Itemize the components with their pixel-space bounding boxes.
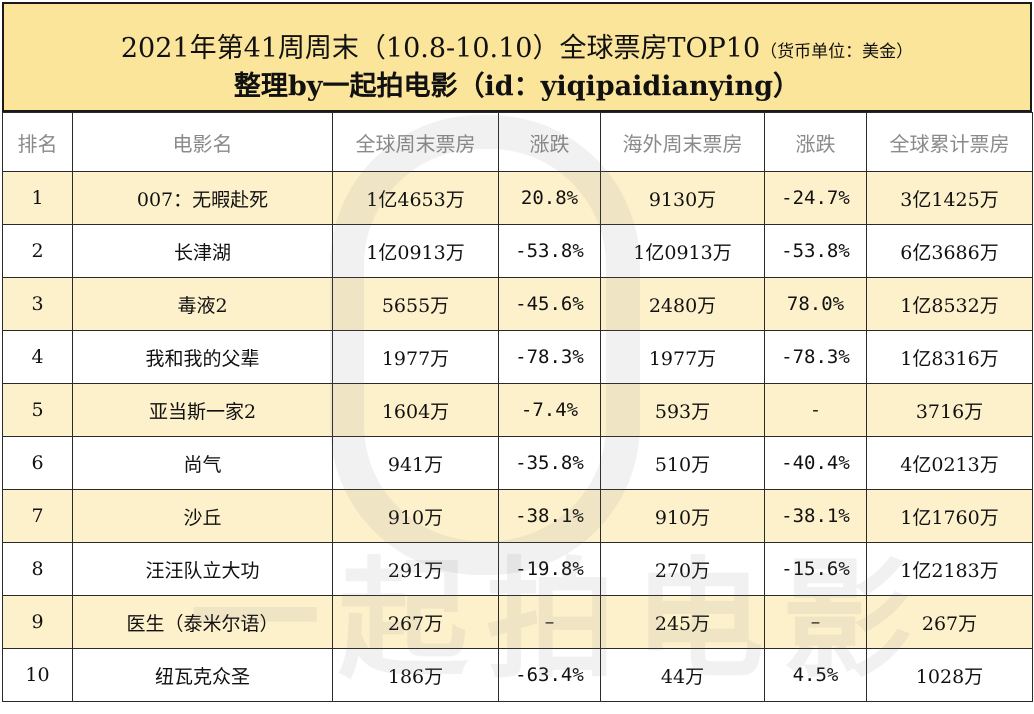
- cumulative-cell: 1亿2183万: [866, 542, 1033, 596]
- global-weekend-cell: 291万: [332, 542, 499, 596]
- table-row: 10 纽瓦克众圣 186万 -63.4% 44万 4.5% 1028万: [2, 648, 1033, 702]
- table-header-row: 排名 电影名 全球周末票房 涨跌 海外周末票房 涨跌 全球累计票房: [2, 112, 1033, 172]
- global-weekend-cell: 1亿4653万: [332, 171, 499, 225]
- global-change-cell: –: [498, 595, 601, 649]
- global-change-cell: -19.8%: [498, 542, 601, 596]
- rank-cell: 7: [2, 489, 73, 543]
- title-cell: 汪汪队立大功: [72, 542, 333, 596]
- overseas-change-cell: -40.4%: [764, 436, 867, 490]
- page-title: 2021年第41周周末（10.8-10.10）全球票房TOP10（货币单位：美金…: [4, 26, 1030, 65]
- overseas-change-cell: 78.0%: [764, 277, 867, 331]
- cumulative-cell: 3亿1425万: [866, 171, 1033, 225]
- column-header-rank: 排名: [2, 112, 73, 172]
- overseas-weekend-cell: 910万: [600, 489, 765, 543]
- global-weekend-cell: 941万: [332, 436, 499, 490]
- table-row: 3 毒液2 5655万 -45.6% 2480万 78.0% 1亿8532万: [2, 277, 1033, 331]
- cumulative-cell: 4亿0213万: [866, 436, 1033, 490]
- overseas-weekend-cell: 593万: [600, 383, 765, 437]
- column-header-title: 电影名: [72, 112, 333, 172]
- rank-cell: 2: [2, 224, 73, 278]
- rank-cell: 6: [2, 436, 73, 490]
- overseas-weekend-cell: 2480万: [600, 277, 765, 331]
- cumulative-cell: 3716万: [866, 383, 1033, 437]
- column-header-global-change: 涨跌: [498, 112, 601, 172]
- global-change-cell: -7.4%: [498, 383, 601, 437]
- global-change-cell: -45.6%: [498, 277, 601, 331]
- global-change-cell: 20.8%: [498, 171, 601, 225]
- global-change-cell: -38.1%: [498, 489, 601, 543]
- global-weekend-cell: 910万: [332, 489, 499, 543]
- table-row: 6 尚气 941万 -35.8% 510万 -40.4% 4亿0213万: [2, 436, 1033, 490]
- table-row: 5 亚当斯一家2 1604万 -7.4% 593万 - 3716万: [2, 383, 1033, 437]
- title-cell: 亚当斯一家2: [72, 383, 333, 437]
- table-row: 7 沙丘 910万 -38.1% 910万 -38.1% 1亿1760万: [2, 489, 1033, 543]
- cumulative-cell: 1亿8532万: [866, 277, 1033, 331]
- cumulative-cell: 1亿8316万: [866, 330, 1033, 384]
- table-row: 4 我和我的父辈 1977万 -78.3% 1977万 -78.3% 1亿831…: [2, 330, 1033, 384]
- rank-cell: 8: [2, 542, 73, 596]
- overseas-change-cell: -: [764, 383, 867, 437]
- title-cell: 沙丘: [72, 489, 333, 543]
- table-row: 2 长津湖 1亿0913万 -53.8% 1亿0913万 -53.8% 6亿36…: [2, 224, 1033, 278]
- cumulative-cell: 267万: [866, 595, 1033, 649]
- title-main: 2021年第41周周末（10.8-10.10）全球票房TOP10: [120, 33, 761, 64]
- global-weekend-cell: 1977万: [332, 330, 499, 384]
- title-cell: 007：无暇赴死: [72, 171, 333, 225]
- column-header-overseas-change: 涨跌: [764, 112, 867, 172]
- rank-cell: 3: [2, 277, 73, 331]
- overseas-weekend-cell: 9130万: [600, 171, 765, 225]
- title-cell: 我和我的父辈: [72, 330, 333, 384]
- overseas-change-cell: -38.1%: [764, 489, 867, 543]
- cumulative-cell: 1亿1760万: [866, 489, 1033, 543]
- global-weekend-cell: 267万: [332, 595, 499, 649]
- title-cell: 毒液2: [72, 277, 333, 331]
- header-banner: 2021年第41周周末（10.8-10.10）全球票房TOP10（货币单位：美金…: [2, 2, 1032, 112]
- overseas-weekend-cell: 44万: [600, 648, 765, 702]
- global-change-cell: -78.3%: [498, 330, 601, 384]
- global-change-cell: -53.8%: [498, 224, 601, 278]
- cumulative-cell: 1028万: [866, 648, 1033, 702]
- table-row: 9 医生（泰米尔语） 267万 – 245万 – 267万: [2, 595, 1033, 649]
- table-row: 8 汪汪队立大功 291万 -19.8% 270万 -15.6% 1亿2183万: [2, 542, 1033, 596]
- cumulative-cell: 6亿3686万: [866, 224, 1033, 278]
- global-weekend-cell: 5655万: [332, 277, 499, 331]
- overseas-change-cell: -78.3%: [764, 330, 867, 384]
- overseas-weekend-cell: 510万: [600, 436, 765, 490]
- global-weekend-cell: 1604万: [332, 383, 499, 437]
- box-office-table: 排名 电影名 全球周末票房 涨跌 海外周末票房 涨跌 全球累计票房 1 007：…: [2, 112, 1033, 702]
- title-cell: 长津湖: [72, 224, 333, 278]
- rank-cell: 5: [2, 383, 73, 437]
- overseas-weekend-cell: 1亿0913万: [600, 224, 765, 278]
- currency-unit-note: （货币单位：美金）: [760, 42, 914, 62]
- column-header-cumulative: 全球累计票房: [866, 112, 1033, 172]
- table-row: 1 007：无暇赴死 1亿4653万 20.8% 9130万 -24.7% 3亿…: [2, 171, 1033, 225]
- overseas-change-cell: -53.8%: [764, 224, 867, 278]
- column-header-global-weekend: 全球周末票房: [332, 112, 499, 172]
- overseas-weekend-cell: 270万: [600, 542, 765, 596]
- overseas-change-cell: –: [764, 595, 867, 649]
- rank-cell: 10: [2, 648, 73, 702]
- global-change-cell: -35.8%: [498, 436, 601, 490]
- global-weekend-cell: 1亿0913万: [332, 224, 499, 278]
- title-cell: 尚气: [72, 436, 333, 490]
- rank-cell: 4: [2, 330, 73, 384]
- rank-cell: 1: [2, 171, 73, 225]
- rank-cell: 9: [2, 595, 73, 649]
- global-change-cell: -63.4%: [498, 648, 601, 702]
- page-subtitle: 整理by一起拍电影（id：yiqipaidianying）: [233, 71, 801, 102]
- overseas-weekend-cell: 1977万: [600, 330, 765, 384]
- overseas-change-cell: 4.5%: [764, 648, 867, 702]
- overseas-change-cell: -24.7%: [764, 171, 867, 225]
- overseas-change-cell: -15.6%: [764, 542, 867, 596]
- global-weekend-cell: 186万: [332, 648, 499, 702]
- title-cell: 医生（泰米尔语）: [72, 595, 333, 649]
- overseas-weekend-cell: 245万: [600, 595, 765, 649]
- title-cell: 纽瓦克众圣: [72, 648, 333, 702]
- column-header-overseas-weekend: 海外周末票房: [600, 112, 765, 172]
